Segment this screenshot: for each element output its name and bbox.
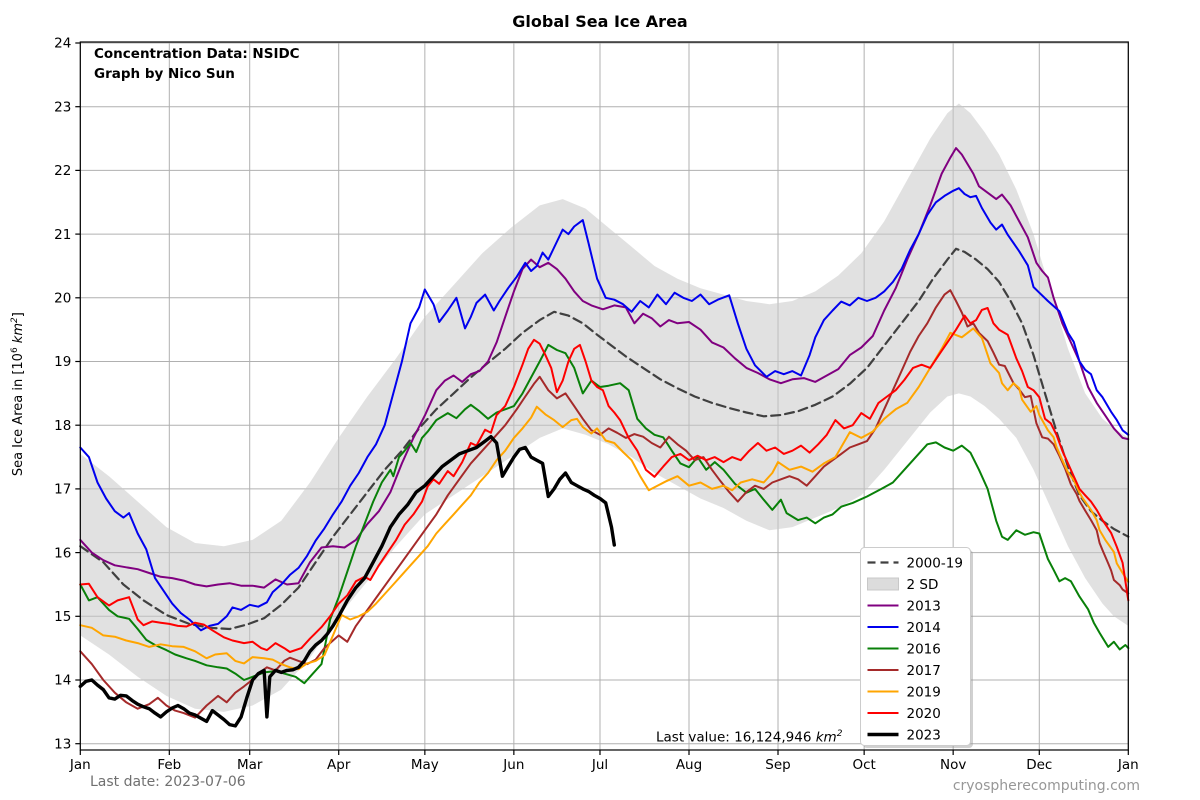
x-tick-11: Dec	[1026, 757, 1052, 773]
series-2019	[79, 327, 1130, 671]
legend-label-2017: 2017	[907, 663, 941, 679]
series-2017	[79, 289, 1130, 719]
legend-swatch-band	[867, 577, 899, 591]
last-date-label: Last date: 2023-07-06	[90, 774, 246, 790]
legend-item-2023: 2023	[867, 727, 941, 743]
legend-item-2016: 2016	[867, 641, 941, 657]
x-tick-4: May	[411, 757, 439, 773]
x-tick-1: Feb	[157, 757, 181, 773]
y-tick-17: 17	[54, 482, 71, 498]
x-tick-12: Jan	[1117, 757, 1139, 773]
site-credit-link[interactable]: cryospherecomputing.com	[952, 778, 1140, 794]
legend-item-2019: 2019	[867, 684, 941, 700]
sd-band	[80, 103, 1129, 712]
series-mean-2000-19	[79, 247, 1130, 631]
y-tick-24: 24	[54, 36, 71, 52]
legend-label-2016: 2016	[907, 641, 941, 657]
last-value-annotation: Last value: 16,124,946 km2	[656, 729, 843, 746]
legend-item-2020: 2020	[867, 706, 941, 722]
y-tick-23: 23	[54, 99, 71, 115]
x-tick-10: Nov	[940, 757, 966, 773]
legend-label-2019: 2019	[907, 684, 941, 700]
y-tick-16: 16	[54, 545, 71, 561]
legend-item-2013: 2013	[867, 598, 941, 614]
legend-label-2 SD: 2 SD	[907, 577, 939, 593]
x-tick-7: Aug	[676, 757, 702, 773]
y-tick-20: 20	[54, 291, 71, 307]
legend: 2000-19 2 SD 2013 2014 2016 2017 2019 2020 2023	[860, 547, 973, 748]
y-tick-21: 21	[54, 227, 71, 243]
tick-labels: 13 14 15 16 17 18 19 20 21 22 23 24 Jan Feb Mar Apr May J…	[54, 36, 1139, 773]
x-tick-5: Jun	[502, 757, 524, 773]
y-tick-13: 13	[54, 736, 71, 752]
source-line-1: Concentration Data: NSIDC	[94, 46, 300, 62]
x-tick-8: Sep	[765, 757, 790, 773]
y-axis-label: Sea Ice Area in [106 km2]	[9, 312, 27, 477]
legend-label-2000-19: 2000-19	[907, 555, 963, 571]
source-line-2: Graph by Nico Sun	[94, 66, 235, 82]
x-tick-6: Jul	[591, 757, 608, 773]
y-tick-18: 18	[54, 418, 71, 434]
y-tick-19: 19	[54, 354, 71, 370]
legend-item-2014: 2014	[867, 620, 941, 636]
legend-item-2017: 2017	[867, 663, 941, 679]
legend-item-2000-19: 2000-19	[867, 555, 963, 571]
y-tick-15: 15	[54, 609, 71, 625]
page-title: Global Sea Ice Area	[512, 12, 688, 31]
x-tick-2: Mar	[237, 757, 263, 773]
y-tick-14: 14	[54, 673, 71, 689]
x-tick-9: Oct	[852, 757, 875, 773]
series-2023	[78, 435, 616, 728]
legend-label-2014: 2014	[907, 620, 941, 636]
series-2014	[79, 187, 1130, 632]
legend-label-2020: 2020	[907, 706, 941, 722]
y-tick-22: 22	[54, 163, 71, 179]
x-tick-0: Jan	[69, 757, 91, 773]
legend-label-2013: 2013	[907, 598, 941, 614]
x-tick-3: Apr	[327, 757, 351, 773]
legend-item-2-sd: 2 SD	[867, 577, 939, 593]
legend-label-2023: 2023	[907, 727, 941, 743]
plot-frame	[79, 41, 1129, 751]
axis-ticks	[75, 42, 1129, 755]
data-source-note: Concentration Data: NSIDC Graph by Nico …	[94, 44, 300, 84]
series-2020	[79, 307, 1130, 653]
